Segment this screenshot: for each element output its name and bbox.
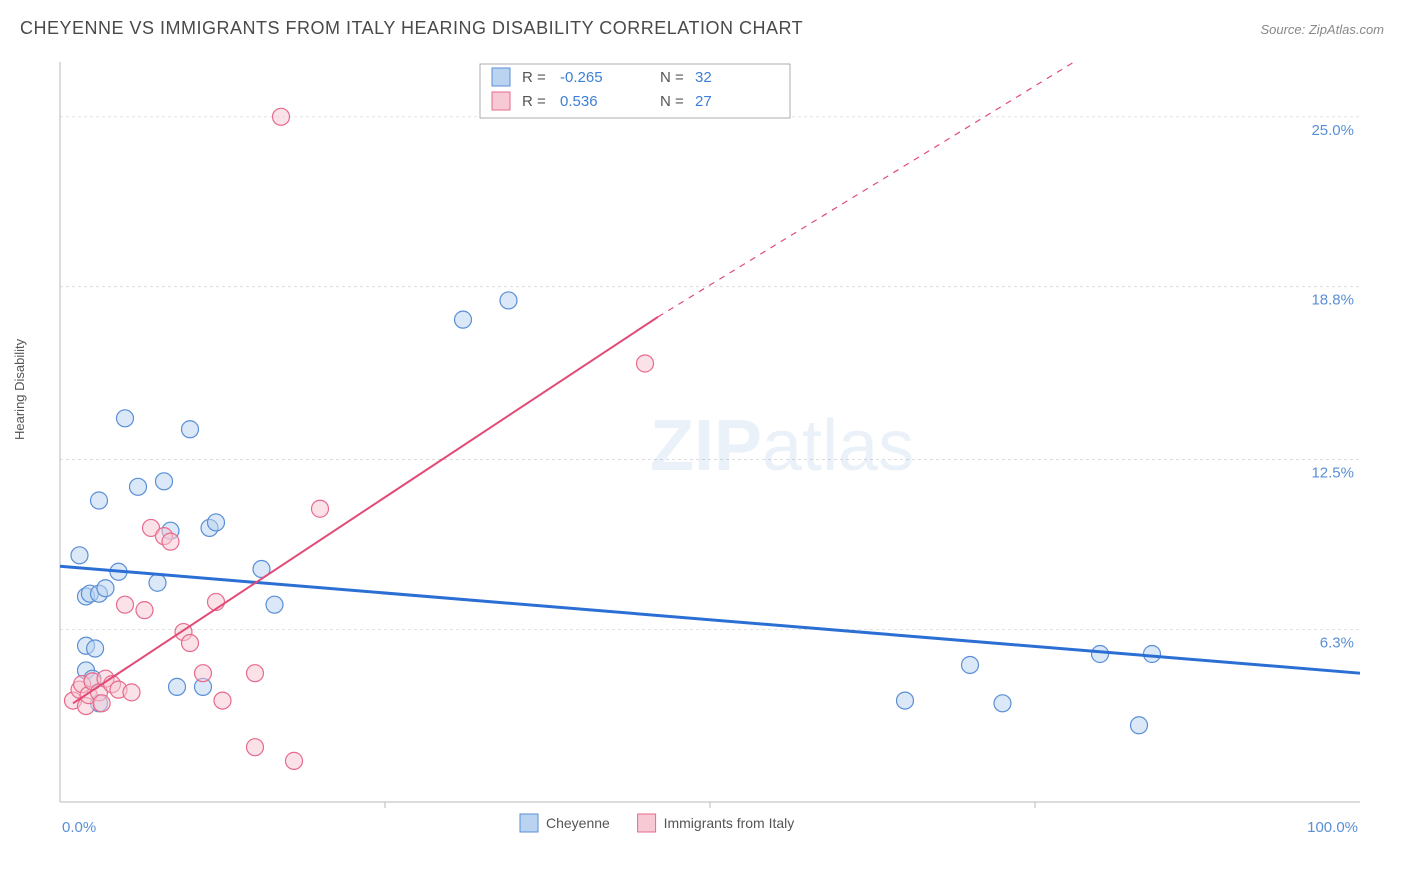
svg-text:N =: N = (660, 69, 684, 86)
svg-text:6.3%: 6.3% (1320, 634, 1354, 651)
svg-text:0.0%: 0.0% (62, 819, 96, 836)
svg-text:R =: R = (522, 69, 546, 86)
chart-title: CHEYENNE VS IMMIGRANTS FROM ITALY HEARIN… (20, 18, 803, 39)
svg-text:ZIPatlas: ZIPatlas (650, 406, 914, 486)
svg-text:100.0%: 100.0% (1307, 819, 1358, 836)
svg-text:R =: R = (522, 93, 546, 110)
svg-text:27: 27 (695, 93, 712, 110)
chart-container: CHEYENNE VS IMMIGRANTS FROM ITALY HEARIN… (0, 0, 1406, 892)
svg-text:25.0%: 25.0% (1311, 122, 1354, 139)
svg-text:12.5%: 12.5% (1311, 464, 1354, 481)
svg-text:0.536: 0.536 (560, 93, 598, 110)
svg-text:Immigrants from Italy: Immigrants from Italy (664, 815, 795, 831)
y-axis-label: Hearing Disability (12, 339, 27, 440)
svg-text:32: 32 (695, 69, 712, 86)
chart-svg: 6.3% 12.5% 18.8% 25.0% 0.0% 100.0% ZIPatlas R =… (50, 50, 1385, 850)
svg-text:Cheyenne: Cheyenne (546, 815, 610, 831)
source-label: Source: ZipAtlas.com (1260, 22, 1384, 37)
svg-text:-0.265: -0.265 (560, 69, 603, 86)
svg-text:18.8%: 18.8% (1311, 292, 1354, 309)
svg-text:N =: N = (660, 93, 684, 110)
